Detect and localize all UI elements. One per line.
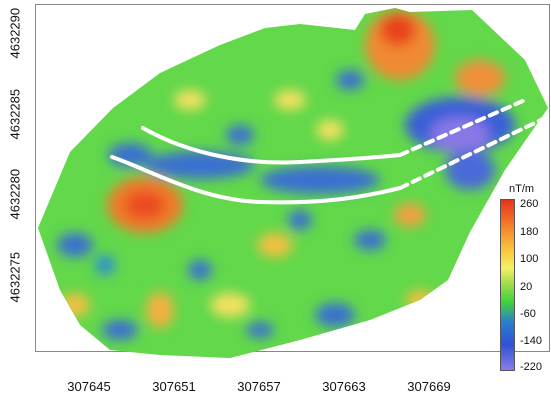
colorbar-tick-3: 100 [520,253,539,265]
x-tick-5: 307669 [407,379,451,394]
colorbar-tick-2: 180 [520,226,539,238]
y-tick-4: 4632275 [7,251,23,303]
colorbar-tick-4: 20 [520,281,533,293]
colorbar-tick-1: 260 [520,198,539,210]
colorbar [500,199,515,371]
trace-line-south [110,155,402,205]
y-tick-3: 4632280 [7,168,23,220]
trace-line-south-dashed [398,116,547,190]
trace-line-north-dashed [398,98,527,157]
y-tick-2: 4632285 [7,88,23,140]
y-tick-1: 4632290 [7,7,23,59]
colorbar-tick-7: -220 [520,361,543,373]
colorbar-tick-6: -140 [520,335,543,347]
x-tick-1: 307645 [67,379,111,394]
x-tick-4: 307663 [322,379,366,394]
colorbar-tick-5: -60 [520,308,536,320]
trace-lines [110,98,547,205]
x-tick-3: 307657 [237,379,281,394]
trace-line-north [141,126,402,165]
colorbar-unit: nT/m [509,183,535,195]
x-tick-2: 307651 [152,379,196,394]
survey-area [38,8,548,358]
